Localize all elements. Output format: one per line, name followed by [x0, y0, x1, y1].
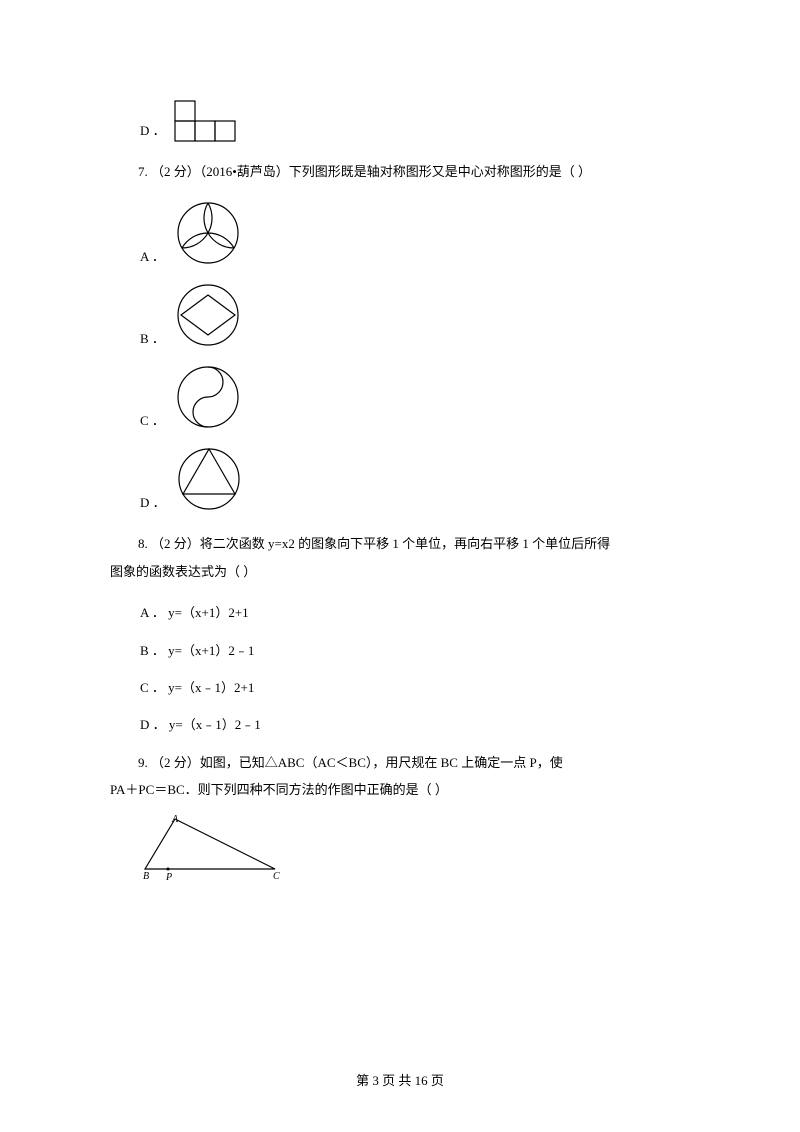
q7-option-a: A ．: [140, 198, 690, 268]
q7-option-d: D ．: [140, 444, 690, 514]
point-p-label: P: [165, 872, 172, 883]
diamond-circle-icon: [173, 280, 243, 350]
three-petals-circle-icon: [173, 198, 243, 268]
vertex-a-label: A: [171, 814, 179, 825]
question-9-line2: PA＋PC＝BC．则下列四种不同方法的作图中正确的是（ ）: [110, 778, 690, 801]
question-9-line1: 9. （2 分）如图，已知△ABC（AC＜BC），用尺规在 BC 上确定一点 P…: [110, 751, 690, 774]
triangle-circle-icon: [174, 444, 244, 514]
q7-d-label: D ．: [140, 491, 166, 514]
q8-option-a: A ． y=（x+1）2+1: [140, 601, 690, 624]
q8-option-d: D ． y=（x﹣1）2﹣1: [140, 713, 690, 736]
triangle-abc-figure: A B C P: [140, 814, 690, 884]
q7-a-label: A ．: [140, 245, 165, 268]
l-tromino-icon: [174, 100, 236, 142]
q8-option-b: B ． y=（x+1）2﹣1: [140, 639, 690, 662]
vertex-b-label: B: [143, 871, 149, 882]
q8-option-c: C ． y=（x﹣1）2+1: [140, 676, 690, 699]
option-d-previous: D ．: [140, 100, 690, 142]
question-7: 7. （2 分）（2016•葫芦岛）下列图形既是轴对称图形又是中心对称图形的是（…: [110, 160, 690, 183]
triangle-diagram-icon: A B C P: [140, 814, 285, 884]
vertex-c-label: C: [273, 871, 280, 882]
q7-c-label: C ．: [140, 409, 165, 432]
yinyang-circle-icon: [173, 362, 243, 432]
option-d-label: D ．: [140, 119, 166, 142]
page-footer: 第 3 页 共 16 页: [110, 1069, 690, 1092]
q7-option-b: B ．: [140, 280, 690, 350]
question-8-line1: 8. （2 分）将二次函数 y=x2 的图象向下平移 1 个单位，再向右平移 1…: [110, 532, 690, 555]
q7-option-c: C ．: [140, 362, 690, 432]
q7-b-label: B ．: [140, 327, 165, 350]
question-8-line2: 图象的函数表达式为（ ）: [110, 560, 690, 583]
